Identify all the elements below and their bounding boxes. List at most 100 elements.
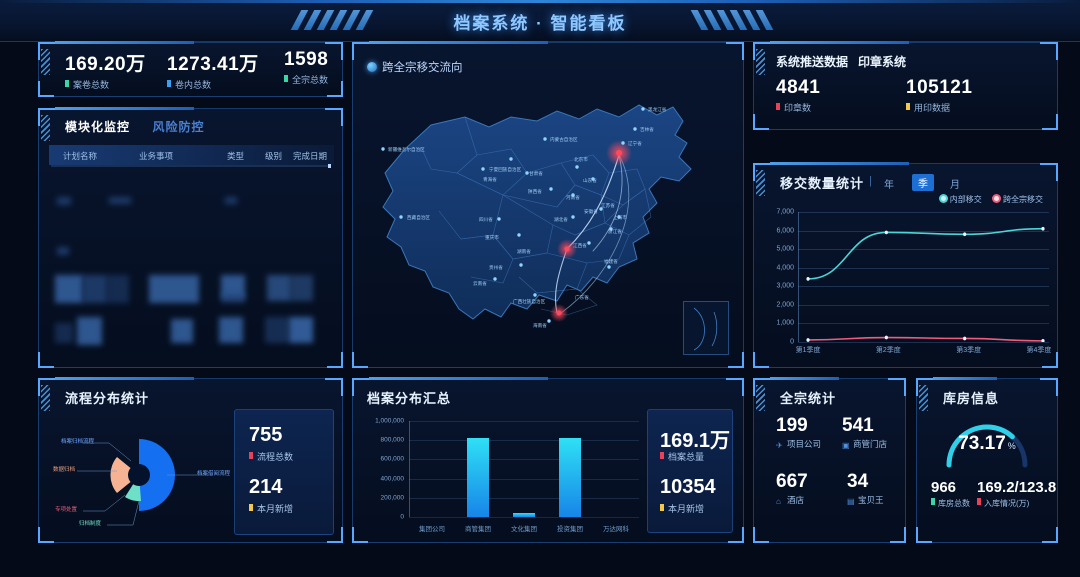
x-tick: 第1季度 [795, 346, 821, 354]
map-inset-south-sea [683, 301, 729, 355]
tab-risk-control[interactable]: 风险防控 [152, 120, 205, 134]
y-axis [409, 421, 410, 517]
push-item-seal-count: 4841 印章数 [776, 77, 820, 114]
tab-module-monitoring[interactable]: 模块化监控 [65, 120, 131, 134]
column-level: 级别 [265, 151, 283, 161]
map-title: 跨全宗移交流向 [367, 59, 463, 75]
panel-topbar [55, 107, 195, 110]
pie-label-archive: 数据归档 [53, 467, 76, 473]
panel-topbar [55, 377, 195, 380]
pie-leader-lines [77, 442, 209, 526]
y-tick: 6,000 [776, 227, 794, 235]
panel-hatch-icon [756, 49, 765, 75]
plane-icon: ✈ [776, 441, 783, 450]
svg-text:陕西省: 陕西省 [528, 188, 542, 195]
svg-text:西藏自治区: 西藏自治区 [407, 214, 430, 221]
pie-slice-main [139, 439, 175, 511]
pie-slice-archive [110, 457, 139, 493]
y-tick: 800,000 [380, 436, 405, 444]
panel-title: 全宗统计 [780, 391, 837, 406]
x-tick: 商管集团 [465, 526, 491, 533]
svg-text:湖北省: 湖北省 [554, 216, 568, 223]
globe-icon [367, 62, 377, 72]
range-option-year[interactable]: 年 [884, 180, 894, 191]
svg-text:辽宁省: 辽宁省 [628, 140, 642, 147]
svg-text:江苏省: 江苏省 [601, 202, 615, 209]
panel-hatch-icon [756, 170, 765, 196]
panel-topbar [770, 377, 840, 380]
pie-label-special: 专项处置 [55, 507, 78, 513]
storage-gauge [941, 413, 1033, 469]
archive-new-value: 10354 [660, 476, 716, 498]
module-table-header: 计划名称 业务事项 类型 级别 完成日期 [49, 145, 334, 165]
range-option-month[interactable]: 月 [950, 180, 960, 191]
kpi-label: 全宗总数 [284, 73, 328, 86]
svg-text:广西壮族自治区: 广西壮族自治区 [513, 298, 546, 305]
push-value: 105121 [906, 77, 973, 98]
range-option-quarter[interactable]: 季 [912, 174, 934, 191]
panel-topbar [369, 377, 549, 380]
svg-text:宁夏回族自治区: 宁夏回族自治区 [489, 166, 522, 173]
push-color-dot [906, 103, 910, 110]
fonds-item-kids: 34 ▤ 宝贝王 [847, 471, 884, 506]
map-hotspots [550, 140, 632, 322]
module-monitoring-panel: 模块化监控 风险防控 计划名称 业务事项 类型 级别 完成日期 [38, 107, 343, 368]
line-chart-plot: 7,000 6,000 5,000 4,000 3,000 2,000 1,00… [764, 209, 1052, 360]
y-tick: 0 [790, 338, 794, 346]
panel-title: 库房信息 [943, 391, 1000, 406]
column-plan-name: 计划名称 [63, 151, 98, 161]
svg-text:云南省: 云南省 [473, 280, 487, 287]
storage-value: 169.2/123.8 [977, 479, 1057, 496]
x-tick: 投资集团 [557, 526, 583, 533]
status-dot [249, 504, 253, 511]
kpi-color-dot [284, 75, 288, 82]
svg-text:贵州省: 贵州省 [489, 264, 503, 271]
table-scrollbar[interactable] [51, 164, 331, 168]
storage-label: 库房总数 [931, 498, 970, 509]
panel-topbar [770, 162, 910, 165]
panel-hatch-icon [41, 115, 50, 141]
x-tick: 第4季度 [1026, 346, 1052, 354]
fonds-item-project-company: 199 ✈ 项目公司 [776, 415, 821, 450]
svg-text:福建省: 福建省 [604, 258, 618, 265]
kpi-label: 案卷总数 [65, 78, 146, 91]
kpi-value: 1598 [284, 49, 329, 70]
fonds-value: 34 [847, 471, 869, 492]
panel-topbar [55, 41, 195, 44]
panel-hatch-icon [41, 385, 50, 411]
svg-text:四川省: 四川省 [479, 216, 493, 223]
status-dot [660, 452, 664, 459]
x-tick: 第3季度 [956, 346, 982, 354]
legend-item-cross: 跨全宗移交 [984, 195, 1043, 204]
legend-dot [940, 196, 946, 201]
y-tick: 0 [400, 513, 404, 521]
column-business-item: 业务事项 [139, 151, 174, 161]
panel-title: 档案分布汇总 [367, 391, 452, 406]
storage-label: 入库情况(万) [977, 498, 1056, 509]
transfer-count-chart-panel: 移交数量统计 | 年 季 月 内部移交 跨全宗移交 7,000 6,000 5,… [753, 162, 1058, 368]
pie-label-system: 归档制度 [79, 521, 102, 527]
archive-new-label: 本月新增 [660, 502, 704, 515]
china-map[interactable]: 新疆维吾尔自治区 黑龙江省 吉林省 辽宁省 内蒙古自治区 宁夏回族自治区 北京市… [361, 77, 737, 361]
kpi-label: 卷内总数 [167, 78, 259, 91]
panel-hatch-icon [756, 385, 765, 411]
panel-topbar [933, 377, 998, 380]
svg-text:重庆市: 重庆市 [485, 234, 499, 241]
module-table-body [49, 167, 334, 359]
svg-text:甘肃省: 甘肃省 [529, 170, 543, 177]
fonds-label: ▣ 商管门店 [842, 439, 888, 450]
process-stats-card: 755 流程总数 214 本月新增 [234, 409, 334, 535]
archive-total-label: 档案总量 [660, 450, 704, 463]
china-map-svg: 新疆维吾尔自治区 黑龙江省 吉林省 辽宁省 内蒙古自治区 宁夏回族自治区 北京市… [381, 104, 692, 329]
bar-1 [467, 438, 489, 517]
process-pie-chart[interactable]: 档案归档流程 数据归档 专项处置 归档制度 档案借阅流程 [47, 413, 232, 535]
fonds-label: ✈ 项目公司 [776, 439, 822, 450]
push-item-seal-usage: 105121 用印数据 [906, 77, 972, 114]
kpi-value: 169.20万 [65, 54, 146, 75]
system-push-data-panel: 系统推送数据 印章系统 4841 印章数 105121 用印数据 [753, 41, 1058, 130]
push-panel-title: 系统推送数据 印章系统 [776, 55, 907, 69]
svg-text:山东省: 山东省 [583, 177, 597, 184]
x-tick: 第2季度 [875, 346, 901, 354]
archive-total-value: 169.1万 [660, 430, 731, 452]
